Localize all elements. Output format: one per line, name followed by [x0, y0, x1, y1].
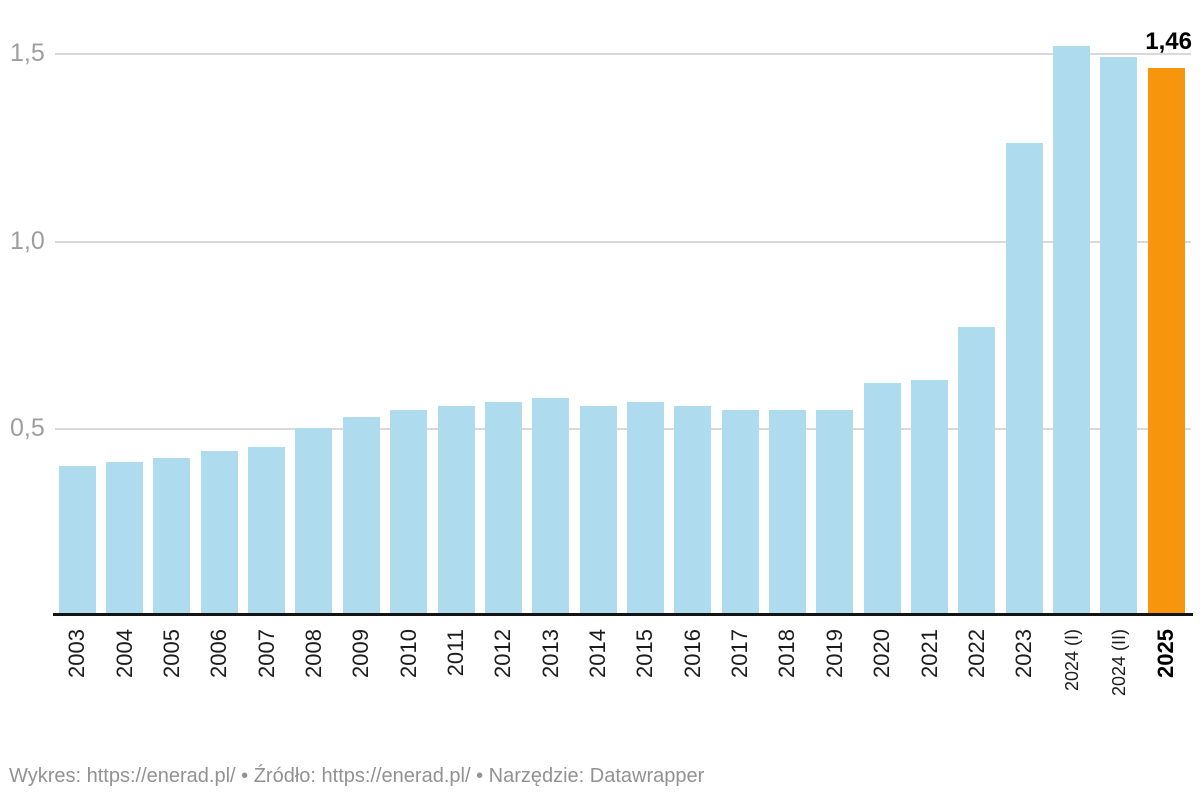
bar-2011 — [438, 406, 475, 616]
footer-text: • — [470, 765, 489, 787]
gridline-0-5 — [55, 428, 1191, 430]
highlight-value-label: 1,46 — [1145, 28, 1192, 55]
x-label-2015: 2015 — [632, 629, 657, 678]
x-label-2008: 2008 — [301, 629, 326, 678]
x-label-2007: 2007 — [254, 629, 279, 678]
x-axis-line — [53, 613, 1193, 616]
bar-2021 — [911, 380, 948, 616]
footer-text: Źródło: — [253, 765, 322, 787]
bar-2005 — [153, 458, 190, 616]
bar-2023 — [1006, 143, 1043, 616]
bar-2003 — [59, 466, 96, 616]
x-label-2019: 2019 — [822, 629, 847, 678]
x-label-2012: 2012 — [490, 629, 515, 678]
x-label-2016: 2016 — [680, 629, 705, 678]
bar-2007 — [248, 447, 285, 616]
footer-text: Wykres: — [9, 765, 87, 787]
chart-attribution: Wykres: https://enerad.pl/ • Źródło: htt… — [9, 763, 704, 789]
bar-2008 — [295, 428, 332, 616]
bar-2025 — [1148, 68, 1185, 616]
y-tick-label-1-0: 1,0 — [10, 227, 45, 255]
x-label-2022: 2022 — [964, 629, 989, 678]
x-label-2017: 2017 — [727, 629, 752, 678]
bar-2010 — [390, 410, 427, 616]
bar-2020 — [864, 383, 901, 616]
bar-2012 — [485, 402, 522, 616]
footer-link-https-enerad-pl[interactable]: https://enerad.pl/ — [321, 765, 471, 787]
x-label-2005: 2005 — [159, 629, 184, 678]
bar-2017 — [722, 410, 759, 616]
x-label-2004: 2004 — [112, 629, 137, 678]
bar-2024-ii — [1100, 57, 1137, 616]
gridline-1-5 — [55, 53, 1191, 55]
x-label-2023: 2023 — [1011, 629, 1036, 678]
footer-text: Narzędzie: — [488, 765, 590, 787]
x-label-2021: 2021 — [917, 629, 942, 678]
x-label-2024-ii: 2024 (II) — [1109, 629, 1129, 697]
bar-2013 — [532, 398, 569, 616]
bar-2006 — [201, 451, 238, 616]
footer-text: • — [235, 765, 254, 787]
bar-2016 — [674, 406, 711, 616]
y-tick-label-0-5: 0,5 — [10, 414, 45, 442]
gridline-1-0 — [55, 241, 1191, 243]
x-label-2009: 2009 — [348, 629, 373, 678]
x-label-2006: 2006 — [206, 629, 231, 678]
footer-link-datawrapper[interactable]: Datawrapper — [589, 765, 705, 787]
x-label-2010: 2010 — [396, 629, 421, 678]
y-tick-label-1-5: 1,5 — [10, 39, 45, 67]
bar-2022 — [958, 327, 995, 616]
bar-2024-i — [1053, 46, 1090, 616]
x-label-2020: 2020 — [869, 629, 894, 678]
x-label-2025: 2025 — [1153, 629, 1178, 678]
bar-2019 — [816, 410, 853, 616]
x-label-2011: 2011 — [443, 629, 468, 677]
bar-2018 — [769, 410, 806, 616]
bar-2009 — [343, 417, 380, 616]
x-label-2003: 2003 — [64, 629, 89, 678]
bar-2015 — [627, 402, 664, 616]
x-label-2018: 2018 — [774, 629, 799, 678]
bar-2004 — [106, 462, 143, 616]
x-label-2013: 2013 — [538, 629, 563, 678]
x-label-2014: 2014 — [585, 629, 610, 678]
x-label-2024-i: 2024 (I) — [1062, 629, 1082, 692]
footer-link-https-enerad-pl[interactable]: https://enerad.pl/ — [86, 765, 236, 787]
bar-2014 — [580, 406, 617, 616]
